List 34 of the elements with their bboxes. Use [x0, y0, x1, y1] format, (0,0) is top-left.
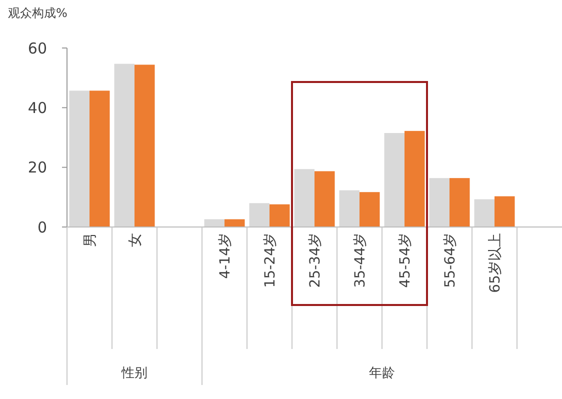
bar — [224, 219, 245, 227]
y-tick-label: 60 — [28, 39, 47, 58]
bar — [204, 219, 224, 227]
x-tick-label: 55-64岁 — [442, 233, 458, 288]
bar — [360, 192, 380, 227]
y-tick-label: 0 — [37, 218, 47, 236]
x-tick-label: 15-24岁 — [262, 233, 278, 288]
bar — [314, 171, 335, 227]
bar — [90, 90, 110, 227]
bar — [294, 169, 314, 227]
bar — [429, 178, 450, 227]
y-tick-label: 40 — [28, 98, 47, 117]
bar — [384, 133, 404, 227]
x-tick-label: 25-34岁 — [307, 233, 324, 288]
bar — [404, 130, 425, 227]
text: 年龄 — [369, 366, 395, 381]
bar — [474, 199, 494, 227]
bar — [450, 178, 470, 227]
x-tick-label: 4-14岁 — [217, 233, 234, 279]
x-tick-label: 35-44岁 — [352, 233, 368, 288]
x-tick-label: 女 — [127, 233, 144, 247]
bar — [134, 64, 155, 227]
bar — [270, 204, 290, 227]
bar — [114, 64, 134, 227]
y-tick-label: 20 — [28, 158, 47, 177]
x-tick-label: 男 — [82, 233, 98, 247]
x-tick-label: 65岁以上 — [487, 233, 504, 293]
bar — [494, 196, 515, 227]
bar — [249, 203, 270, 227]
text: 性别 — [120, 366, 148, 381]
bar — [69, 90, 90, 227]
x-tick-label: 45-54岁 — [397, 233, 414, 288]
bar — [339, 190, 360, 227]
y-axis-title: 观众构成% — [8, 6, 68, 20]
